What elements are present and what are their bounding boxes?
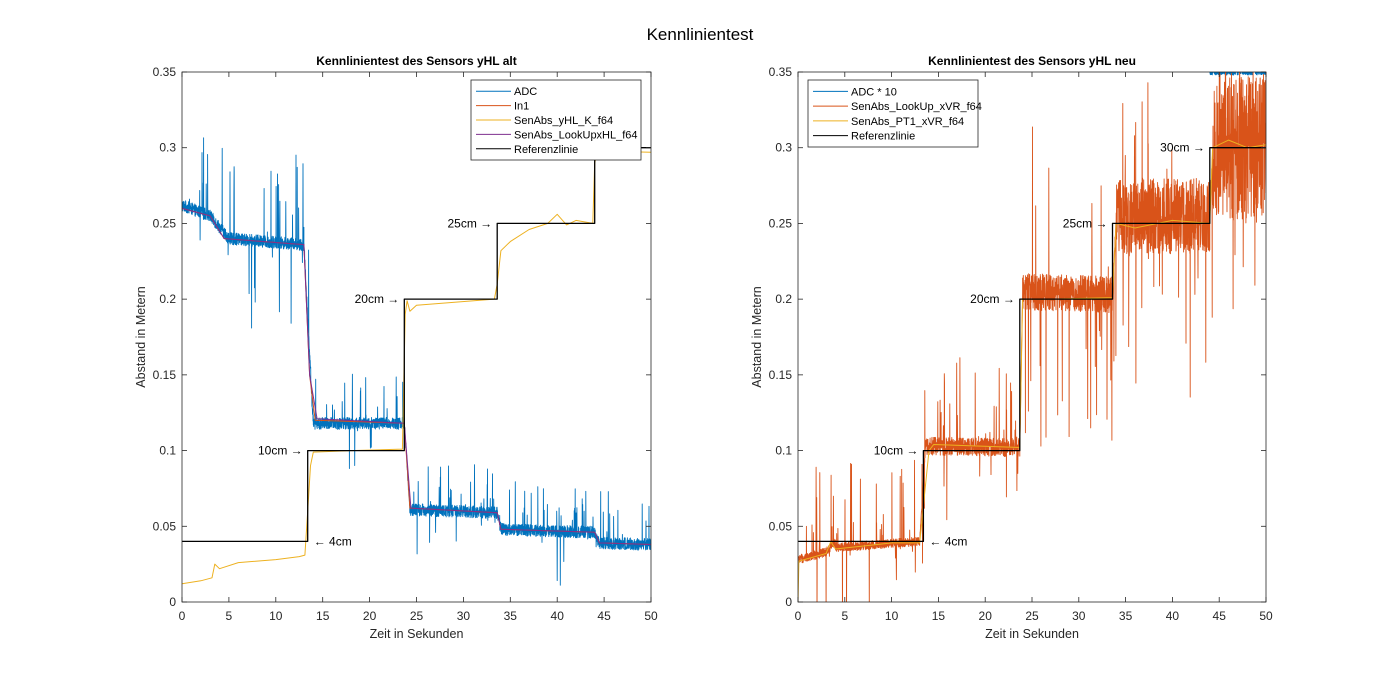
y-tick-label: 0.2 — [775, 292, 792, 306]
x-tick-label: 40 — [1166, 609, 1180, 623]
legend-entry: ADC — [514, 86, 537, 98]
x-tick-label: 40 — [551, 609, 565, 623]
y-axis-label: Abstand in Metern — [750, 286, 764, 387]
y-tick-label: 0 — [169, 595, 176, 609]
legend-entry: Referenzlinie — [514, 144, 578, 156]
y-tick-label: 0.35 — [769, 65, 793, 79]
x-tick-label: 45 — [1213, 609, 1227, 623]
x-tick-label: 0 — [795, 609, 802, 623]
series-line-in1 — [182, 207, 651, 545]
series-line-referenzlinie — [182, 147, 651, 543]
x-tick-label: 50 — [1259, 609, 1273, 623]
y-tick-label: 0.1 — [159, 444, 176, 458]
x-tick-label: 30 — [1072, 609, 1086, 623]
legend-entry: SenAbs_LookUp_xVR_f64 — [851, 101, 982, 113]
x-tick-label: 15 — [316, 609, 330, 623]
x-tick-label: 35 — [504, 609, 518, 623]
annotation-label: ← 4cm — [929, 534, 967, 548]
x-tick-label: 45 — [597, 609, 611, 623]
axes-title: Kennlinientest des Sensors yHL neu — [928, 54, 1136, 68]
axes-right: Kennlinientest des Sensors yHL neu Zeit … — [750, 54, 1273, 641]
series-line-senabs-yhl-k-f64 — [182, 150, 651, 585]
y-tick-label: 0.25 — [153, 216, 177, 230]
series-line-adc — [182, 137, 651, 586]
y-tick-label: 0 — [785, 595, 792, 609]
x-tick-label: 25 — [1025, 609, 1039, 623]
series-line-referenzlinie — [798, 147, 1266, 543]
y-tick-label: 0.15 — [769, 368, 793, 382]
x-axis-label: Zeit in Sekunden — [985, 627, 1079, 641]
y-tick-label: 0.05 — [769, 519, 793, 533]
x-tick-label: 10 — [885, 609, 899, 623]
legend-entry: SenAbs_LookUpxHL_f64 — [514, 129, 638, 141]
legend-entry: Referenzlinie — [851, 131, 915, 143]
annotation-label: 30cm → — [1160, 141, 1205, 155]
axes-title: Kennlinientest des Sensors yHL alt — [316, 54, 517, 68]
y-tick-label: 0.25 — [769, 216, 793, 230]
x-tick-label: 5 — [226, 609, 233, 623]
legend-entry: SenAbs_PT1_xVR_f64 — [851, 116, 964, 128]
annotation-label: 25cm → — [1063, 216, 1108, 230]
x-tick-label: 10 — [269, 609, 283, 623]
x-tick-label: 20 — [363, 609, 377, 623]
series-line-senabs-lookup-xvr-f64 — [798, 72, 1266, 602]
annotation-label: 25cm → — [447, 216, 492, 230]
y-tick-label: 0.35 — [153, 65, 177, 79]
x-tick-label: 20 — [979, 609, 993, 623]
annotation-label: ← 4cm — [314, 534, 352, 548]
legend: ADC In1 SenAbs_yHL_K_f64 SenAbs_LookUpxHL_f… — [470, 79, 642, 161]
y-axis-label: Abstand in Metern — [134, 286, 148, 387]
annotation-label: 10cm → — [874, 444, 919, 458]
x-tick-label: 25 — [410, 609, 424, 623]
x-tick-label: 5 — [841, 609, 848, 623]
x-axis-label: Zeit in Sekunden — [370, 627, 464, 641]
y-tick-label: 0.2 — [159, 292, 176, 306]
annotation-label: 20cm → — [970, 292, 1015, 306]
x-tick-label: 15 — [932, 609, 946, 623]
x-tick-label: 30 — [457, 609, 471, 623]
legend-entry: ADC * 10 — [851, 86, 897, 98]
axes-left: Kennlinientest des Sensors yHL alt Zeit … — [134, 54, 658, 641]
legend: ADC * 10 SenAbs_LookUp_xVR_f64 SenAbs_PT1_… — [807, 79, 982, 148]
y-tick-label: 0.15 — [153, 368, 177, 382]
y-tick-label: 0.1 — [775, 444, 792, 458]
x-tick-label: 0 — [179, 609, 186, 623]
legend-entry: SenAbs_yHL_K_f64 — [514, 115, 613, 127]
annotation-label: 10cm → — [258, 444, 303, 458]
legend-entry: In1 — [514, 101, 529, 113]
plot-area — [798, 72, 1266, 602]
x-tick-label: 50 — [644, 609, 658, 623]
y-tick-label: 0.05 — [153, 519, 177, 533]
figure-title: Kennlinientest — [647, 25, 754, 44]
x-tick-label: 35 — [1119, 609, 1133, 623]
y-tick-label: 0.3 — [775, 141, 792, 155]
series-line-senabs-lookupxhl-f64 — [182, 207, 651, 545]
annotation-label: 20cm → — [355, 292, 400, 306]
y-tick-label: 0.3 — [159, 141, 176, 155]
plot-area — [182, 137, 651, 586]
